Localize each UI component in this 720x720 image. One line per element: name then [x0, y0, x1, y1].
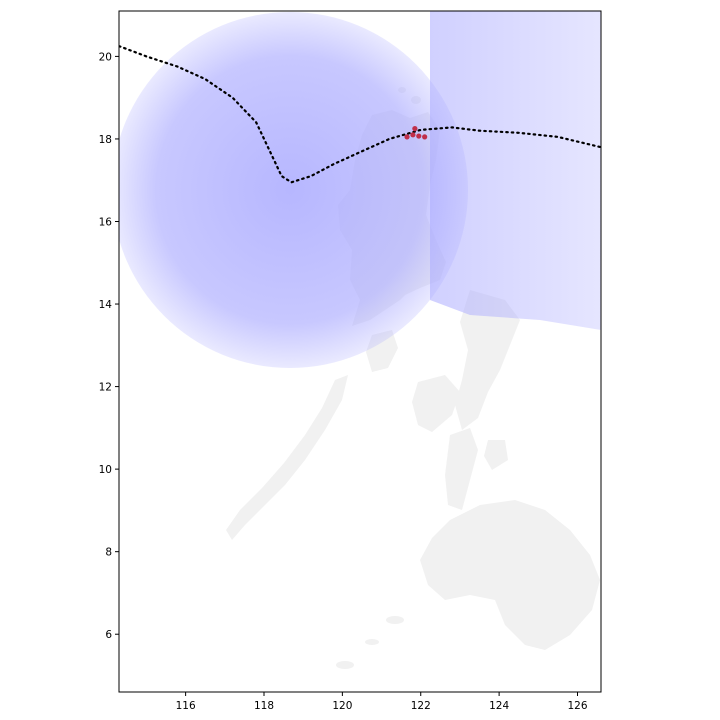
- plot-frame: [118, 10, 602, 693]
- land-panay: [412, 375, 460, 432]
- land-palawan: [226, 375, 348, 540]
- land-sulu-2: [365, 639, 379, 645]
- y-tick-label: 6: [105, 629, 112, 641]
- x-tick-label: 126: [567, 700, 587, 712]
- landfall-point: [410, 132, 416, 138]
- landfall-point: [404, 134, 410, 140]
- x-tick-label: 118: [254, 700, 274, 712]
- land-mindanao: [420, 500, 600, 650]
- x-tick-label: 122: [411, 700, 431, 712]
- storm-track-line: [119, 45, 601, 184]
- y-axis: 6 8 10 12 14 16 18 20: [99, 51, 119, 641]
- y-tick-label: 18: [99, 134, 112, 146]
- land-sulu-1: [386, 616, 404, 624]
- wind-field-core: [119, 12, 468, 368]
- track-layer: [119, 45, 601, 184]
- land-bohol: [484, 440, 508, 470]
- x-tick-label: 120: [332, 700, 352, 712]
- landfall-point: [416, 133, 422, 139]
- x-axis: 116 118 120 122 124 126: [176, 692, 588, 712]
- wind-field-swath: [119, 11, 601, 368]
- x-tick-label: 116: [176, 700, 196, 712]
- land-negros-cebu: [445, 428, 478, 510]
- landfall-point: [412, 126, 418, 132]
- y-tick-label: 10: [99, 464, 112, 476]
- land-visayas-east: [455, 290, 520, 430]
- land-sulu-3: [336, 661, 354, 669]
- y-tick-label: 16: [99, 216, 113, 228]
- y-tick-label: 20: [99, 51, 112, 63]
- wind-field-east: [430, 11, 601, 330]
- y-tick-label: 12: [99, 382, 112, 394]
- x-tick-label: 124: [489, 700, 509, 712]
- y-tick-label: 14: [99, 299, 113, 311]
- landfall-point: [422, 134, 428, 140]
- y-tick-label: 8: [105, 547, 112, 559]
- landfall-markers: [404, 126, 428, 140]
